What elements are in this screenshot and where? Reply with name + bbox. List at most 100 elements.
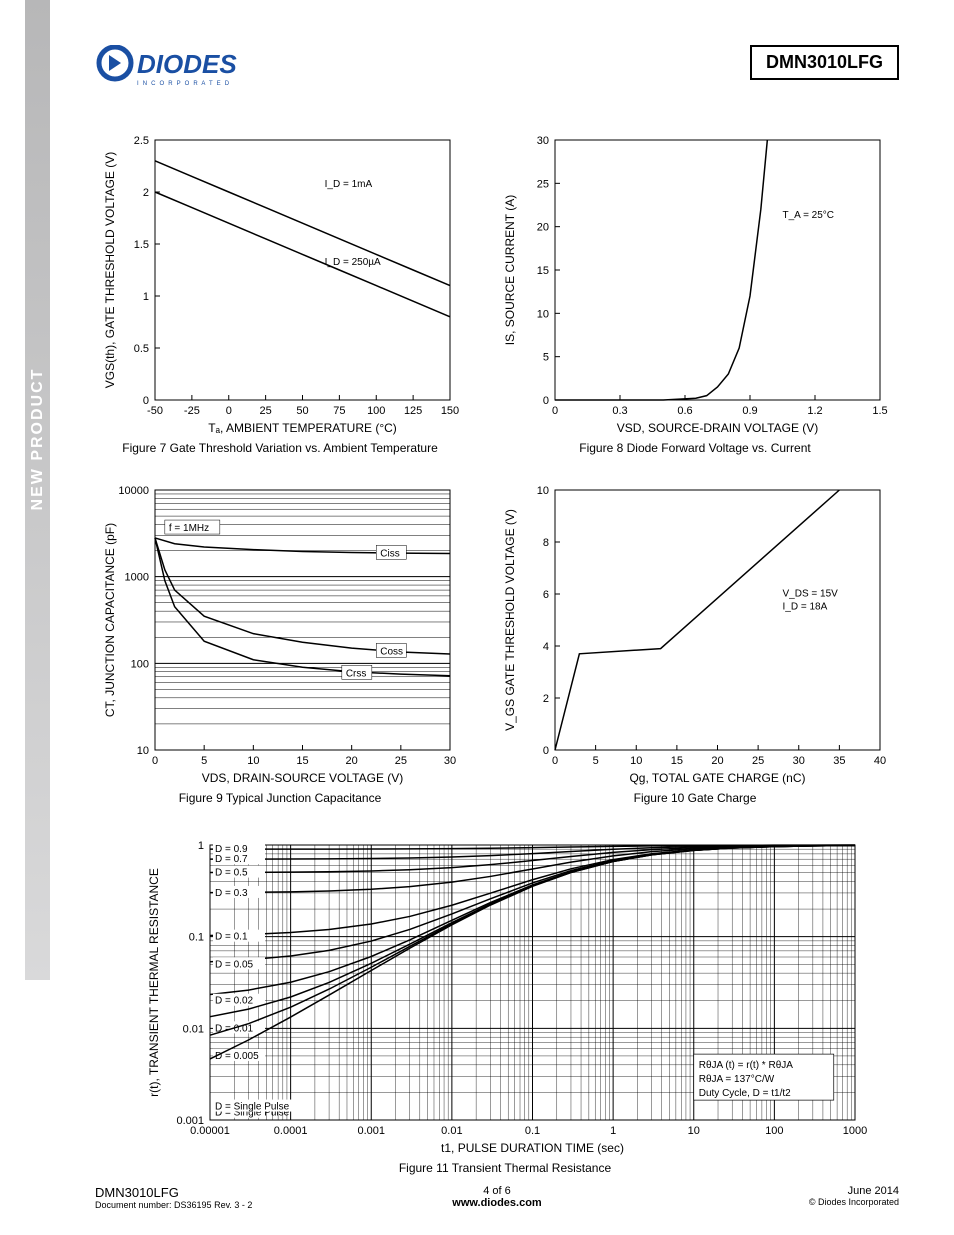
svg-text:10: 10	[137, 745, 149, 757]
svg-text:D = 0.1: D = 0.1	[215, 932, 248, 943]
svg-text:100: 100	[765, 1125, 783, 1137]
svg-text:100: 100	[367, 405, 385, 417]
svg-text:-25: -25	[184, 405, 200, 417]
svg-text:30: 30	[793, 755, 805, 767]
svg-text:Qg, TOTAL GATE CHARGE (nC): Qg, TOTAL GATE CHARGE (nC)	[629, 771, 805, 785]
part-number-box: DMN3010LFG	[750, 45, 899, 80]
svg-text:10: 10	[537, 308, 549, 320]
figure-9: 05101520253010100100010000f = 1MHzCissCo…	[100, 480, 470, 840]
svg-text:150: 150	[441, 405, 459, 417]
svg-text:I_D = 18A: I_D = 18A	[783, 602, 828, 613]
svg-text:30: 30	[444, 755, 456, 767]
svg-text:D = 0.3: D = 0.3	[215, 888, 248, 899]
svg-text:1.2: 1.2	[807, 405, 822, 417]
sidebar-new-product: NEW PRODUCT	[25, 0, 50, 980]
svg-text:0: 0	[143, 395, 149, 407]
figure-10: 05101520253035400246810V_DS = 15VI_D = 1…	[500, 480, 900, 840]
svg-text:I_D = 250µA: I_D = 250µA	[325, 257, 381, 268]
svg-text:0.0001: 0.0001	[274, 1125, 308, 1137]
svg-text:V_GS GATE THRESHOLD VOLTAGE (V: V_GS GATE THRESHOLD VOLTAGE (V)	[503, 509, 517, 731]
svg-text:0.01: 0.01	[441, 1125, 462, 1137]
svg-text:0: 0	[543, 745, 549, 757]
footer-center: 4 of 6 www.diodes.com	[452, 1185, 541, 1209]
svg-text:1: 1	[198, 840, 204, 852]
svg-text:Figure 9 Typical Junction Cap: Figure 9 Typical Junction Capacitance	[179, 791, 382, 805]
footer-right: June 2014 © Diodes Incorporated	[809, 1185, 899, 1207]
svg-text:125: 125	[404, 405, 422, 417]
svg-text:1000: 1000	[843, 1125, 867, 1137]
svg-text:25: 25	[752, 755, 764, 767]
svg-text:15: 15	[537, 265, 549, 277]
svg-text:20: 20	[537, 222, 549, 234]
svg-text:40: 40	[874, 755, 886, 767]
svg-text:VDS, DRAIN-SOURCE VOLTAGE (V): VDS, DRAIN-SOURCE VOLTAGE (V)	[202, 771, 404, 785]
svg-text:VSD, SOURCE-DRAIN VOLTAGE (V): VSD, SOURCE-DRAIN VOLTAGE (V)	[617, 421, 819, 435]
svg-text:0.001: 0.001	[176, 1115, 204, 1127]
svg-text:CT, JUNCTION CAPACITANCE (pF): CT, JUNCTION CAPACITANCE (pF)	[103, 523, 117, 717]
svg-text:75: 75	[333, 405, 345, 417]
svg-text:RθJA = 137°C/W: RθJA = 137°C/W	[699, 1074, 775, 1085]
svg-text:RθJA (t) = r(t) * RθJA: RθJA (t) = r(t) * RθJA	[699, 1060, 794, 1071]
svg-text:IS, SOURCE CURRENT (A): IS, SOURCE CURRENT (A)	[503, 195, 517, 345]
svg-text:5: 5	[201, 755, 207, 767]
svg-text:Tₐ, AMBIENT TEMPERATURE (°C): Tₐ, AMBIENT TEMPERATURE (°C)	[208, 421, 397, 435]
footer-left: DMN3010LFG Document number: DS36195 Rev.…	[95, 1185, 252, 1210]
svg-text:10: 10	[630, 755, 642, 767]
svg-text:1: 1	[143, 291, 149, 303]
svg-text:100: 100	[131, 658, 149, 670]
svg-text:0: 0	[226, 405, 232, 417]
svg-text:t1, PULSE DURATION TIME (sec): t1, PULSE DURATION TIME (sec)	[441, 1141, 624, 1155]
svg-text:D = 0.05: D = 0.05	[215, 959, 254, 970]
figure-8: 00.30.60.91.21.5051015202530VSD, SOURCE-…	[500, 130, 900, 490]
svg-text:15: 15	[296, 755, 308, 767]
svg-text:V_DS = 15V: V_DS = 15V	[783, 589, 839, 600]
svg-text:1000: 1000	[125, 572, 149, 584]
svg-text:VGS(th), GATE THRESHOLD VOLTAG: VGS(th), GATE THRESHOLD VOLTAGE (V)	[103, 152, 117, 388]
svg-text:2: 2	[143, 187, 149, 199]
svg-text:0.1: 0.1	[189, 932, 204, 944]
svg-text:20: 20	[711, 755, 723, 767]
svg-text:8: 8	[543, 537, 549, 549]
svg-text:D = 0.7: D = 0.7	[215, 854, 248, 865]
svg-text:4: 4	[543, 641, 549, 653]
svg-text:Crss: Crss	[346, 668, 367, 679]
svg-text:15: 15	[671, 755, 683, 767]
svg-text:Figure 10 Gate Charge: Figure 10 Gate Charge	[634, 791, 757, 805]
svg-text:10: 10	[247, 755, 259, 767]
svg-text:Figure 7 Gate Threshold Varia: Figure 7 Gate Threshold Variation vs. Am…	[122, 441, 438, 455]
svg-text:f = 1MHz: f = 1MHz	[169, 523, 209, 534]
svg-text:Duty Cycle, D = t1/t2: Duty Cycle, D = t1/t2	[699, 1088, 791, 1099]
figure-11: 0.000010.00010.0010.010.111010010000.001…	[140, 840, 880, 1200]
svg-text:0.3: 0.3	[612, 405, 627, 417]
svg-text:5: 5	[593, 755, 599, 767]
svg-text:I_D = 1mA: I_D = 1mA	[325, 179, 373, 190]
svg-text:1.5: 1.5	[872, 405, 887, 417]
svg-text:1: 1	[610, 1125, 616, 1137]
svg-text:50: 50	[296, 405, 308, 417]
svg-text:10: 10	[688, 1125, 700, 1137]
svg-text:D = Single Pulse: D = Single Pulse	[215, 1102, 290, 1113]
svg-text:0.1: 0.1	[525, 1125, 540, 1137]
svg-text:0.001: 0.001	[357, 1125, 385, 1137]
svg-text:35: 35	[833, 755, 845, 767]
svg-text:10: 10	[537, 485, 549, 497]
svg-text:0.9: 0.9	[742, 405, 757, 417]
svg-text:2.5: 2.5	[134, 135, 149, 147]
svg-text:10000: 10000	[118, 485, 149, 497]
svg-text:0: 0	[552, 755, 558, 767]
svg-text:6: 6	[543, 589, 549, 601]
svg-text:25: 25	[395, 755, 407, 767]
svg-text:D = 0.5: D = 0.5	[215, 868, 248, 879]
svg-text:-50: -50	[147, 405, 163, 417]
diodes-logo: DIODES I N C O R P O R A T E D	[95, 45, 275, 95]
svg-text:r(t), TRANSIENT THERMAL RESIST: r(t), TRANSIENT THERMAL RESISTANCE	[147, 868, 161, 1097]
svg-text:0: 0	[543, 395, 549, 407]
svg-text:Figure 11 Transient Thermal R: Figure 11 Transient Thermal Resistance	[399, 1161, 612, 1175]
logo-subtext: I N C O R P O R A T E D	[137, 81, 230, 87]
svg-text:0.01: 0.01	[183, 1023, 204, 1035]
logo-text: DIODES	[137, 49, 237, 79]
svg-text:25: 25	[537, 178, 549, 190]
svg-text:0.5: 0.5	[134, 343, 149, 355]
svg-text:20: 20	[346, 755, 358, 767]
svg-text:1.5: 1.5	[134, 239, 149, 251]
